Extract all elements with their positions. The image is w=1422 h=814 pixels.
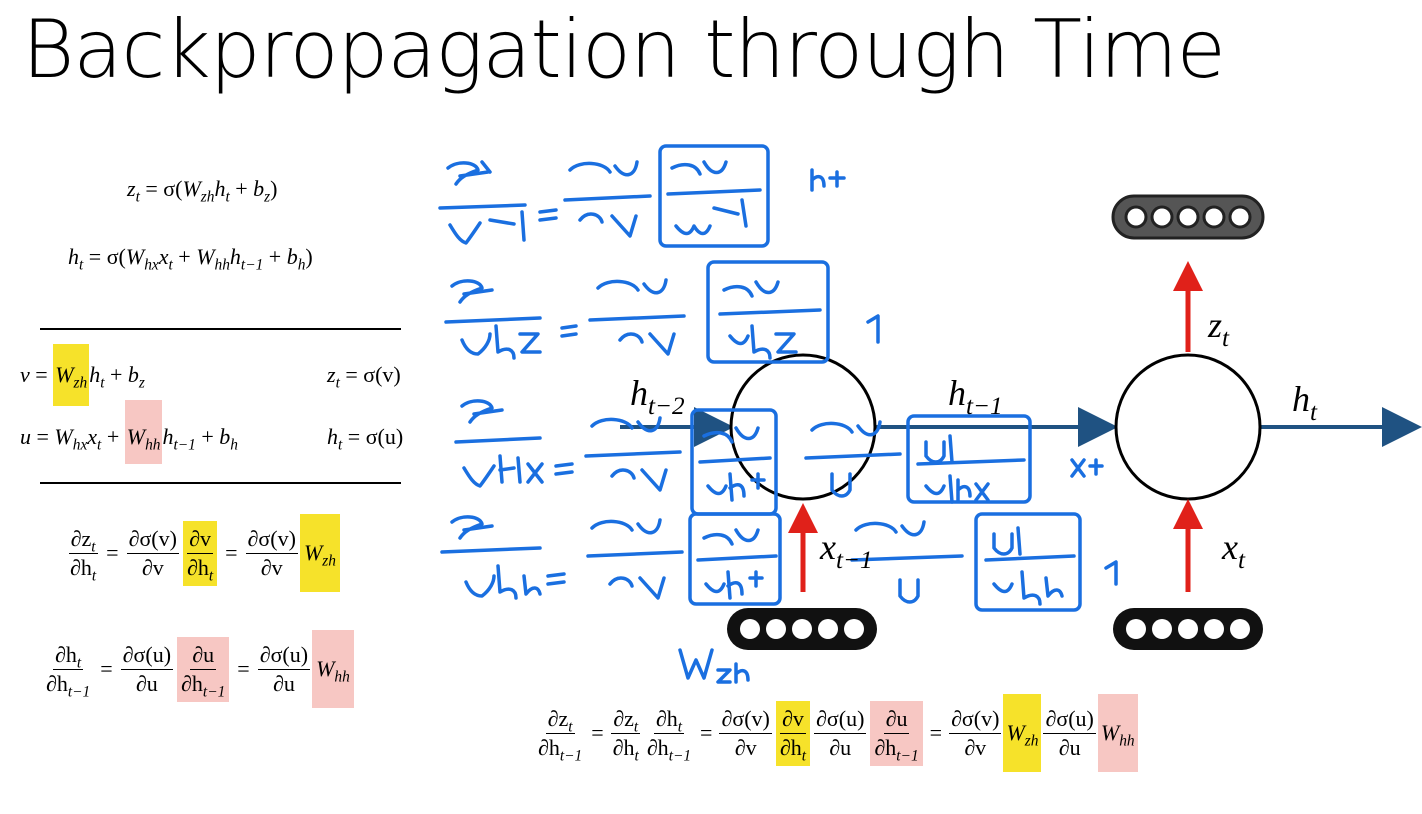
label-x-t-minus-1: xt−1 bbox=[820, 527, 873, 574]
handwritten-annotations bbox=[438, 144, 1118, 684]
dz-dh-equation: ∂zt ∂ht = ∂σ(v) ∂v ∂v ∂ht = ∂σ(v) ∂v Wzh bbox=[66, 514, 340, 592]
z-of-v: zt = σ(v) bbox=[327, 362, 401, 392]
hidden-node-t-minus-1 bbox=[729, 353, 877, 501]
h-of-u: ht = σ(u) bbox=[327, 424, 404, 454]
rule-bottom bbox=[40, 482, 401, 484]
v-definition: v = Wzhht + bz bbox=[20, 344, 145, 406]
label-x-t: xt bbox=[1222, 527, 1245, 574]
label-h-t: ht bbox=[1292, 379, 1317, 426]
rule-top bbox=[40, 328, 401, 330]
slide-title: Backpropagation through Time bbox=[22, 3, 1226, 96]
label-h-t-minus-1: ht−1 bbox=[948, 373, 1003, 420]
input-vector-t bbox=[1113, 608, 1263, 650]
label-z-t: zt bbox=[1208, 305, 1230, 352]
chain-rule-equation: ∂zt ∂ht−1 = ∂zt ∂ht ∂ht ∂ht−1 = ∂σ(v) ∂v ∂v ∂… bbox=[534, 694, 1138, 772]
output-vector bbox=[1111, 194, 1265, 240]
h-definition: ht = σ(Whxxt + Whhht−1 + bh) bbox=[68, 244, 313, 274]
z-definition: zt = σ(Wzhht + bz) bbox=[127, 176, 278, 206]
u-definition: u = Whxxt + Whhht−1 + bh bbox=[20, 400, 238, 464]
dh-dh-equation: ∂ht ∂ht−1 = ∂σ(u) ∂u ∂u ∂ht−1 = ∂σ(u) ∂u Whh bbox=[42, 630, 354, 708]
hidden-node-t bbox=[1114, 353, 1262, 501]
input-vector-t-minus-1 bbox=[727, 608, 877, 650]
label-h-t-minus-2: ht−2 bbox=[630, 373, 685, 420]
